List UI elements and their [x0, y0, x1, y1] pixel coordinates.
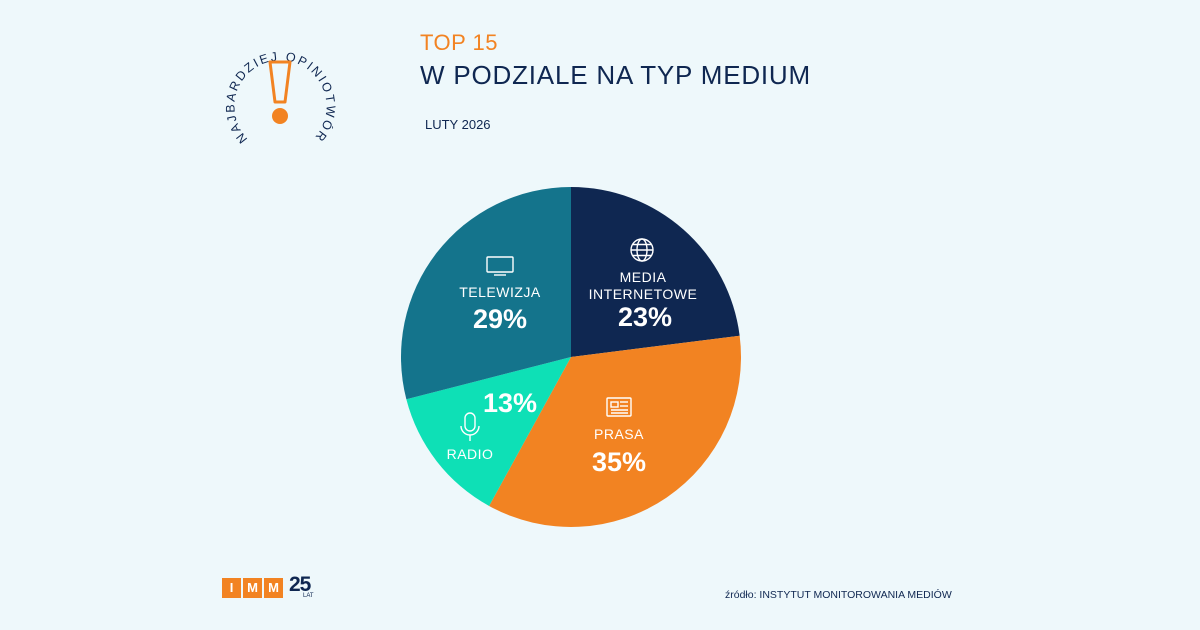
- slice-label: PRASA: [594, 426, 644, 442]
- slice-label: RADIO: [447, 446, 494, 462]
- tv-icon: [486, 256, 514, 276]
- badge: NAJBARDZIEJ OPINIOTWÓRCZE MEDIA: [196, 22, 336, 146]
- source-note: źródło: INSTYTUT MONITOROWANIA MEDIÓW: [725, 589, 952, 601]
- globe-icon: [630, 238, 654, 262]
- date-label: LUTY 2026: [425, 117, 491, 132]
- pie-slice-prasa: [489, 335, 742, 527]
- slice-label: MEDIA INTERNETOWE: [589, 269, 698, 302]
- slice-value-label: 29%: [473, 304, 527, 334]
- logo-sub: LAT: [303, 593, 314, 599]
- page-title: W PODZIALE NA TYP MEDIUM: [420, 60, 811, 90]
- microphone-icon: [460, 412, 480, 441]
- logo-letter: M: [243, 578, 262, 598]
- exclamation-icon: [268, 60, 292, 124]
- slice-label: TELEWIZJA: [459, 284, 541, 300]
- title-top: TOP 15: [420, 30, 499, 55]
- slice-value-label: 35%: [592, 447, 646, 477]
- newspaper-icon: [606, 397, 632, 417]
- logo-number: 25: [289, 573, 311, 596]
- logo-letter: I: [222, 578, 241, 598]
- pie-slice-radio: [406, 357, 571, 506]
- pie-slice-media-internetowe: [571, 187, 740, 357]
- slice-value-label: 23%: [618, 302, 672, 332]
- logo-letter: M: [264, 578, 283, 598]
- slice-value-label: 13%: [483, 388, 537, 418]
- pie-slice-telewizja: [400, 187, 571, 400]
